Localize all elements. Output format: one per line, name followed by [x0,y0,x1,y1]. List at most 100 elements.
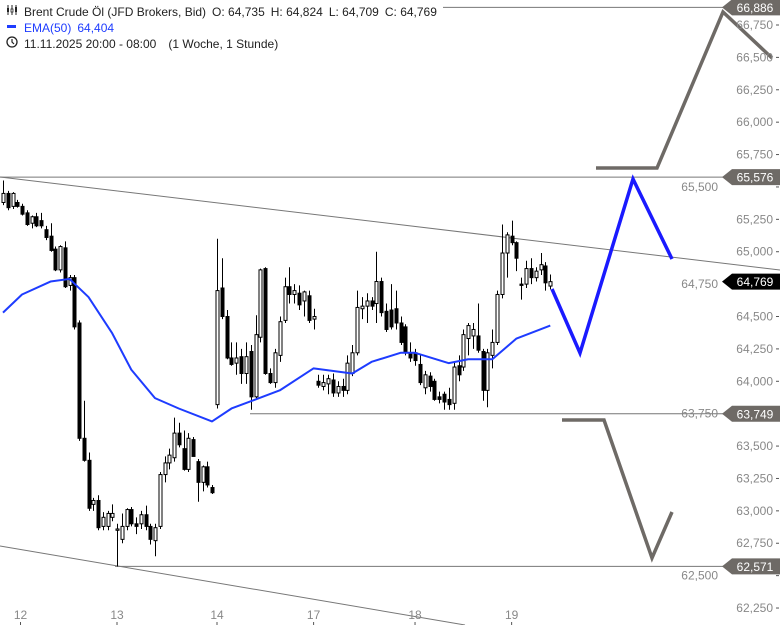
candle [341,378,346,397]
time-axis[interactable]: 12 13 14 17 18 19 [14,608,519,625]
candle [355,290,360,356]
candle [548,274,553,290]
candle-body-up [326,378,331,385]
candle [110,504,115,522]
candle [134,517,139,535]
instrument-name: Brent Crude Öl (JFD Brokers, Bid) [24,5,207,19]
candle-body-down [370,300,375,307]
level-price-label-shape [722,0,780,16]
candle [53,246,58,272]
price-tick-label: 63,750 [681,407,718,421]
chart-legend: Brent Crude Öl (JFD Brokers, Bid) O: 64,… [6,4,437,52]
candle [326,374,331,395]
candle-body-up [539,264,544,271]
price-tick-label: 64,750 [681,277,718,291]
candle [34,212,39,228]
candle [437,391,442,404]
candle-body-down [96,499,101,529]
candle [432,378,437,401]
date-tick-label: 19 [505,608,519,622]
candle [205,461,210,488]
candle-body-down [34,216,39,227]
candle [229,342,234,366]
candle-body-down [129,509,134,525]
candle-body-down [529,268,534,279]
candle [125,508,130,531]
candle [196,459,201,502]
candle-body-up [302,291,307,302]
candle-body-down [191,439,196,457]
candle-body-up [254,334,259,398]
price-tick-label: 65,250 [736,212,773,226]
candle [210,484,215,495]
candle-body-down [379,281,384,314]
current-price-label-shape [722,273,780,290]
price-tick-label: 62,750 [736,536,773,550]
candle [220,258,225,320]
candle-body-down [543,265,548,284]
candle [510,220,515,246]
candle-body-up [125,509,130,527]
candle-body-up [258,269,263,338]
projection-down-grey[interactable] [562,418,674,563]
candle [249,345,254,410]
candle-body-down [63,247,68,288]
candle [399,316,404,346]
candle-body-up [234,357,239,364]
candle [428,372,433,392]
ema-line [2,277,551,423]
candle [302,290,307,317]
candle-body-up [58,246,63,271]
candle-body-down [49,235,54,251]
candle [11,192,16,209]
date-tick-label: 18 [408,608,422,622]
candle-body-up [534,270,539,279]
candle-body-up [11,192,16,207]
candle [505,232,510,278]
candle [471,322,476,349]
candle-body-up [345,362,350,391]
candle-body-up [466,325,471,340]
line-swatch-icon[interactable] [6,20,18,36]
close-value: C: 64,769 [384,5,437,19]
candle-body-down [307,295,312,321]
ema-value: 64,404 [77,21,115,35]
candle [30,215,35,229]
candle [239,348,244,384]
candle-body-up [172,432,177,459]
price-tick-label: 66,250 [736,83,773,97]
candle [312,308,317,330]
price-axis[interactable]: 66,750 66,500 66,250 66,000 65,750 65,500 65,2… [681,18,779,615]
ema-row: EMA(50) 64,404 [6,20,437,36]
candle [115,523,120,567]
level-price-label-shape [722,169,780,186]
level-price-label-shape [722,558,780,575]
current-price-label: 64,769 [722,273,780,290]
candle-body-up [485,352,490,391]
period: (1 Woche, 1 Stunde) [168,37,279,51]
candle [44,225,49,241]
price-tick-label: 65,750 [736,148,773,162]
projection-blue[interactable] [550,174,674,359]
candle-body-down [134,523,139,527]
candle [350,345,355,377]
candle-body-up [360,305,365,310]
candle-body-up [350,352,355,375]
price-tick-label: 64,250 [736,342,773,356]
candle-body-down [287,286,292,295]
candle-body-up [500,252,505,295]
candle [423,370,428,395]
candle-body-down [268,373,273,384]
price-tick-label: 66,750 [736,18,773,32]
candle-body-down [481,350,486,391]
candlestick-icon[interactable] [6,4,18,20]
upper-trendline[interactable] [0,176,780,271]
lower-trendline[interactable] [0,545,466,625]
projection-up-grey[interactable] [596,9,774,170]
candle [129,506,134,527]
candle [215,238,220,409]
candle [307,290,312,323]
candle-body-down [514,242,519,259]
candle-body-up [374,281,379,305]
